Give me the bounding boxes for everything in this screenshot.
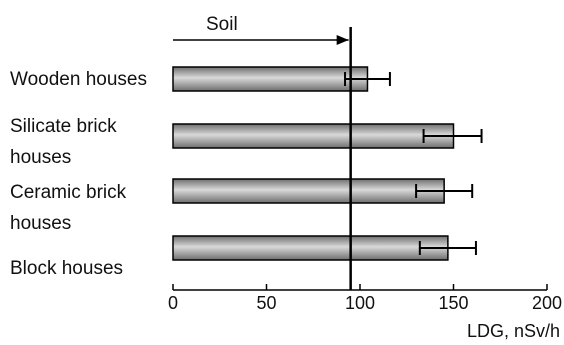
category-label: Wooden houses xyxy=(10,69,147,90)
bar xyxy=(172,123,455,149)
x-tick-label: 200 xyxy=(532,293,562,313)
bar xyxy=(172,178,445,204)
category-label: houses xyxy=(10,147,71,168)
plot-area: 0 50 100 150 200 LDG, nSv/h Soil Wooden houses S… xyxy=(10,14,562,341)
reference-label: Soil xyxy=(206,14,238,35)
x-tick-label: 100 xyxy=(345,293,375,313)
x-tick-label: 150 xyxy=(438,293,468,313)
x-axis-label: LDG, nSv/h xyxy=(467,321,560,341)
reference-arrow-head xyxy=(336,35,349,45)
category-label: houses xyxy=(10,213,71,234)
category-label: Block houses xyxy=(10,258,123,279)
x-tick-label: 0 xyxy=(168,293,178,313)
category-label: Ceramic brick xyxy=(10,182,127,203)
x-tick-label: 50 xyxy=(256,293,276,313)
category-label: Silicate brick xyxy=(10,116,117,137)
bar xyxy=(172,235,449,261)
bar xyxy=(172,66,369,92)
